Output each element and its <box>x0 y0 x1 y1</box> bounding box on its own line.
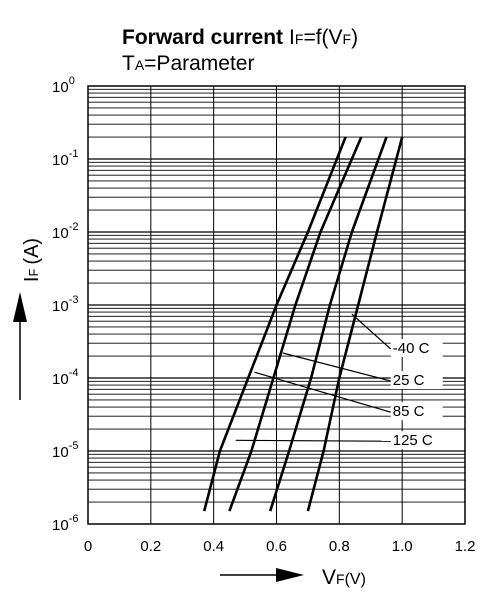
y-tick-label: 10-4 <box>52 367 78 388</box>
annotation-leader <box>282 352 391 382</box>
y-tick-exponent: -2 <box>69 221 79 233</box>
annotation-leader <box>351 313 392 350</box>
x-tick-label: 0.4 <box>203 538 224 555</box>
x-tick-label: 1.2 <box>455 538 476 555</box>
x-tick-label: 0 <box>84 538 92 555</box>
annotation-label: 25 C <box>393 372 425 389</box>
annotation-label: 85 C <box>393 403 425 420</box>
x-tick-label: 0.8 <box>329 538 350 555</box>
annotation-label: 125 C <box>393 432 433 449</box>
y-tick-base: 10 <box>52 225 69 242</box>
annotation-box <box>390 371 443 390</box>
series-line-85c <box>228 136 363 512</box>
y-axis-label-I: I <box>21 277 43 283</box>
plot-frame <box>87 85 466 525</box>
y-axis-label-unit: (A) <box>21 238 43 265</box>
y-axis-arrow-head <box>13 292 27 322</box>
x-axis-arrow-head <box>276 568 304 582</box>
y-tick-label: 10-1 <box>52 148 78 169</box>
chart-title: Forward current IF=f(VF) <box>122 26 358 49</box>
x-axis-label-unit: (V) <box>345 571 366 588</box>
y-tick-label: 100 <box>52 75 75 96</box>
annotation-leader <box>254 371 391 413</box>
y-tick-label: 10-3 <box>52 294 78 315</box>
y-tick-exponent: -5 <box>69 440 79 452</box>
y-tick-base: 10 <box>52 152 69 169</box>
x-axis-label-V: V <box>322 566 336 589</box>
chart-title-eq: =f(V <box>303 26 342 49</box>
series-line-40c <box>306 136 404 512</box>
annotation-leader <box>235 439 391 442</box>
grid <box>88 86 465 524</box>
series-line-125c <box>202 136 347 512</box>
chart-subtitle: TA=Parameter <box>122 52 254 75</box>
x-tick-label: 0.6 <box>266 538 287 555</box>
y-tick-label: 10-6 <box>52 513 78 534</box>
annotation-layer: -40 C 25 C 85 C 125 C <box>235 313 443 450</box>
y-tick-label: 10-2 <box>52 221 78 242</box>
x-tick-label: 0.2 <box>140 538 161 555</box>
series-lines <box>202 136 404 512</box>
chart-title-close: ) <box>351 26 358 49</box>
annotation-box <box>390 402 443 421</box>
x-axis-label-F-sub: F <box>336 571 345 587</box>
chart-subtitle-rest: =Parameter <box>144 52 254 75</box>
chart-title-F-sub: F <box>295 31 304 47</box>
y-tick-exponent: -3 <box>69 294 79 306</box>
chart-subtitle-A-sub: A <box>135 57 145 73</box>
annotation-box <box>390 431 443 450</box>
x-tick-labels: 0 0.2 0.4 0.6 0.8 1.0 1.2 <box>84 538 476 555</box>
y-tick-base: 10 <box>52 444 69 461</box>
x-axis-label: VF(V) <box>322 566 366 589</box>
y-tick-base: 10 <box>52 517 69 534</box>
y-tick-base: 10 <box>52 371 69 388</box>
chart-title-bold: Forward current <box>122 26 283 49</box>
y-tick-exponent: -6 <box>69 513 79 525</box>
y-tick-exponent: -1 <box>69 148 79 160</box>
plot-border <box>87 85 466 525</box>
chart-title-I: I <box>289 26 295 49</box>
y-tick-label: 10-5 <box>52 440 78 461</box>
x-tick-label: 1.0 <box>392 538 413 555</box>
y-tick-exponent: -4 <box>69 367 79 379</box>
series-line-25c <box>268 136 388 512</box>
annotation-box <box>390 339 443 358</box>
y-tick-base: 10 <box>52 298 69 315</box>
y-tick-base: 10 <box>52 79 69 96</box>
y-tick-exponent: 0 <box>69 75 75 87</box>
chart-subtitle-T: T <box>122 52 135 75</box>
y-axis-label: IF (A) <box>21 238 43 282</box>
annotation-label: -40 C <box>393 340 430 357</box>
chart-title-F-sub2: F <box>343 31 352 47</box>
y-axis-label-F-sub: F <box>26 269 41 277</box>
